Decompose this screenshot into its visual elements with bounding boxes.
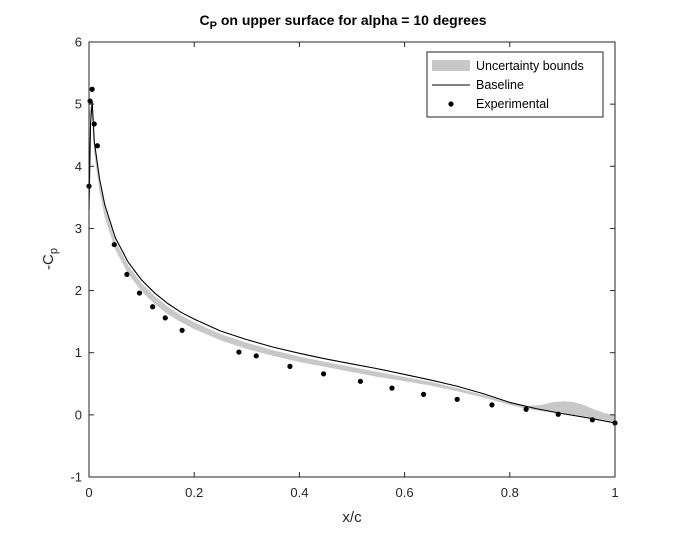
experimental-point xyxy=(287,363,293,369)
experimental-point xyxy=(357,378,364,384)
legend-band-swatch xyxy=(432,60,470,71)
legend-label-uncertainty: Uncertainty bounds xyxy=(476,59,584,73)
baseline-line xyxy=(88,101,616,424)
x-tick-label: 0.6 xyxy=(396,485,414,500)
y-axis-ticks: -1 0 1 2 3 4 5 6 xyxy=(70,35,615,485)
experimental-point xyxy=(321,371,327,377)
chart-title: CP on upper surface for alpha = 10 degre… xyxy=(199,12,486,32)
experimental-point xyxy=(489,402,495,408)
experimental-point xyxy=(236,349,242,355)
x-tick-label: 0.4 xyxy=(290,485,308,500)
experimental-point xyxy=(454,396,460,402)
y-tick-label: -1 xyxy=(70,470,82,485)
experimental-point xyxy=(94,143,101,149)
experimental-point xyxy=(179,327,185,333)
experimental-point xyxy=(89,86,95,92)
experimental-point xyxy=(124,271,130,278)
baseline-line-layer xyxy=(88,101,616,424)
legend-label-baseline: Baseline xyxy=(476,78,524,92)
y-tick-label: 0 xyxy=(75,407,82,422)
legend-marker-swatch xyxy=(448,101,454,107)
experimental-point xyxy=(420,391,427,397)
experimental-point xyxy=(162,315,168,321)
experimental-point xyxy=(150,304,156,310)
y-tick-label: 3 xyxy=(75,221,82,236)
x-tick-label: 1 xyxy=(611,485,618,500)
x-tick-label: 0 xyxy=(85,485,92,500)
experimental-point xyxy=(136,290,143,296)
plot-frame xyxy=(88,41,616,478)
experimental-markers-layer xyxy=(86,86,618,426)
y-tick-label: 5 xyxy=(75,97,82,112)
experimental-point xyxy=(91,121,97,127)
y-tick-label: 1 xyxy=(75,345,82,360)
x-tick-label: 0.2 xyxy=(185,485,203,500)
legend: Uncertainty bounds Baseline Experimental xyxy=(426,51,604,118)
y-tick-label: 6 xyxy=(75,35,82,50)
legend-label-experimental: Experimental xyxy=(476,97,549,111)
experimental-point xyxy=(555,411,561,417)
experimental-point xyxy=(389,385,395,391)
y-tick-label: 2 xyxy=(75,283,82,298)
experimental-point xyxy=(253,353,259,359)
experimental-point xyxy=(111,241,117,248)
x-tick-label: 0.8 xyxy=(501,485,519,500)
experimental-point xyxy=(589,417,595,423)
experimental-point xyxy=(523,406,529,412)
y-tick-label: 4 xyxy=(75,159,82,174)
x-axis-ticks: 0 0.2 0.4 0.6 0.8 1 xyxy=(85,42,619,500)
experimental-point xyxy=(87,98,93,104)
x-axis-label: x/c xyxy=(342,509,362,526)
y-axis-label: -Cp xyxy=(40,248,60,270)
